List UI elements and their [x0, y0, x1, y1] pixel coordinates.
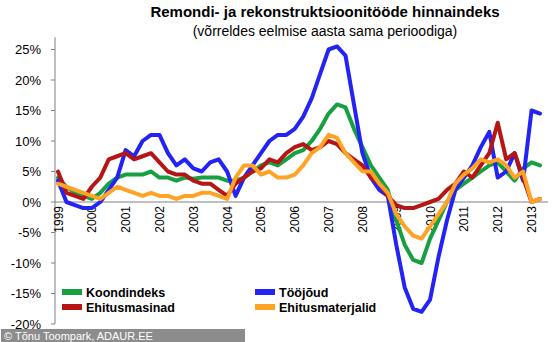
- y-tick: [51, 293, 55, 294]
- y-tick-label: -10%: [11, 256, 42, 271]
- series-line: [58, 123, 540, 208]
- x-tick-label: 2004: [221, 206, 235, 233]
- y-tick: [51, 141, 55, 142]
- y-tick-label: 0%: [22, 195, 41, 210]
- subtitle: (võrreldes eelmise aasta sama perioodiga…: [193, 23, 458, 39]
- y-tick: [51, 324, 55, 325]
- y-tick-label: 25%: [15, 42, 41, 57]
- series-group: [58, 46, 540, 311]
- x-tick-label: 2001: [119, 206, 133, 233]
- series-line: [58, 135, 540, 239]
- legend-label: Ehitusmaterjalid: [279, 301, 376, 315]
- x-tick-label: 2005: [254, 206, 268, 233]
- annotation-box: [1, 329, 245, 342]
- y-tick-label: -5%: [18, 225, 42, 240]
- legend-label: Koondindeks: [86, 286, 165, 300]
- x-tick-label: 2012: [491, 206, 505, 233]
- y-tick: [51, 110, 55, 111]
- series-line: [58, 104, 540, 263]
- legend-swatch: [62, 289, 82, 295]
- legend: Koondindeks Tööjõud Ehitusmasinad Ehitusmat…: [62, 286, 376, 315]
- y-tick-label: 20%: [15, 73, 41, 88]
- legend-swatch: [255, 304, 275, 310]
- x-tick-label: 2003: [187, 206, 201, 233]
- chart: Remondi- ja rekonstruktsioonitööde hinna…: [0, 0, 560, 342]
- x-tick-label: 2007: [322, 206, 336, 233]
- y-tick: [51, 49, 55, 50]
- y-tick-label: -15%: [11, 286, 42, 301]
- annotation-text: © Tõnu Toompark, ADAUR.EE: [4, 330, 153, 342]
- legend-label: Ehitusmasinad: [86, 301, 175, 315]
- y-tick: [51, 171, 55, 172]
- y-tick-label: 5%: [22, 164, 41, 179]
- x-tick-label: 2006: [288, 206, 302, 233]
- series-line: [58, 46, 540, 311]
- x-tick-label: 2002: [153, 206, 167, 233]
- annotation: © Tõnu Toompark, ADAUR.EE: [1, 329, 245, 342]
- x-tick-label: 2011: [457, 206, 471, 232]
- x-axis: [55, 202, 548, 203]
- y-tick: [51, 80, 55, 81]
- legend-swatch: [255, 289, 275, 295]
- y-tick-label: 10%: [15, 134, 41, 149]
- x-tick-label: 1999: [52, 206, 66, 233]
- legend-label: Tööjõud: [279, 286, 328, 300]
- x-tick-label: 2013: [525, 206, 539, 233]
- x-tick-label: 2008: [356, 206, 370, 233]
- legend-swatch: [62, 304, 82, 310]
- y-tick: [51, 202, 55, 203]
- y-tick: [51, 263, 55, 264]
- axes: -20%-15%-10%-5%0%5%10%15%20%25%199920002…: [11, 37, 548, 331]
- title: Remondi- ja rekonstruktsioonitööde hinna…: [150, 3, 499, 20]
- y-tick-label: 15%: [15, 103, 41, 118]
